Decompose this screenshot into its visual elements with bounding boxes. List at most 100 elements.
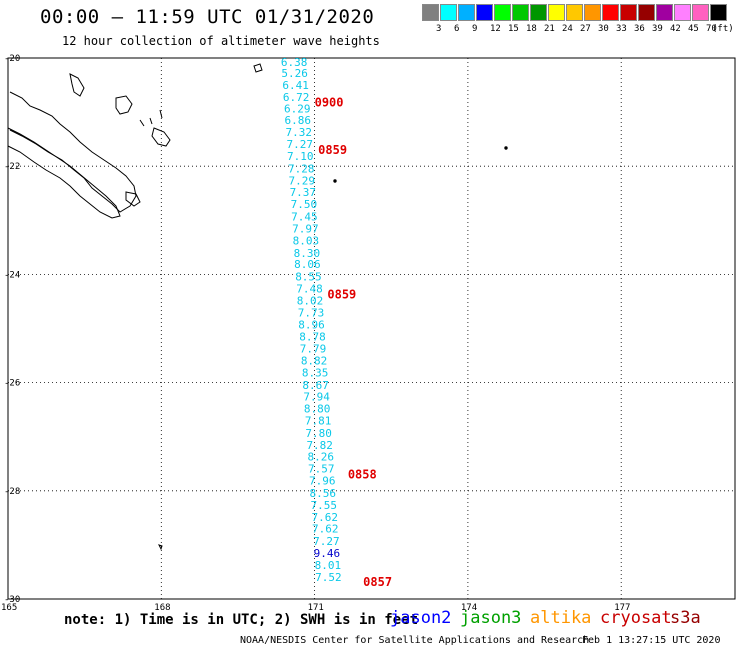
wave-height-value: 6.86 xyxy=(284,114,311,127)
wave-height-value: 6.38 xyxy=(281,56,308,69)
wave-height-value: 8.01 xyxy=(315,559,342,572)
wave-height-value: 7.79 xyxy=(300,343,327,356)
wave-height-value: 7.48 xyxy=(296,282,323,295)
lat-label: -26 xyxy=(4,379,20,389)
wave-height-value: 8.56 xyxy=(310,487,337,500)
color-swatch xyxy=(512,4,529,21)
wave-height-value: 7.57 xyxy=(308,463,335,476)
norfolk-islet xyxy=(158,544,163,551)
wave-height-value: 6.72 xyxy=(283,91,310,104)
wave-height-value: 8.02 xyxy=(297,294,324,307)
hunter-islet xyxy=(504,146,508,150)
wave-height-value: 7.52 xyxy=(315,571,342,584)
lat-label: -28 xyxy=(4,487,20,497)
lat-label: -20 xyxy=(4,54,20,64)
color-swatch xyxy=(476,4,493,21)
altimeter-track: 6.385.266.416.726.296.867.327.277.107.28… xyxy=(281,56,342,584)
wave-height-value: 7.10 xyxy=(287,150,314,163)
color-scale-label: 36 xyxy=(634,24,645,34)
wave-height-value: 7.37 xyxy=(290,186,317,199)
color-swatch xyxy=(494,4,511,21)
pass-time-label: 0859 xyxy=(327,287,356,301)
wave-height-value: 7.55 xyxy=(311,499,338,512)
color-scale-label: 6 xyxy=(454,24,460,34)
ouvea-island xyxy=(69,73,85,97)
map-frame xyxy=(7,57,736,600)
wave-height-value: 7.97 xyxy=(292,222,319,235)
lat-label: -24 xyxy=(4,270,20,280)
color-swatch xyxy=(674,4,691,21)
color-scale-label: 18 xyxy=(526,24,537,34)
wave-height-value: 7.62 xyxy=(312,511,339,524)
color-swatch xyxy=(620,4,637,21)
wave-height-value: 7.81 xyxy=(305,414,332,427)
color-scale-label: 27 xyxy=(580,24,591,34)
lat-label: -22 xyxy=(4,162,20,172)
wave-height-value: 7.82 xyxy=(306,439,333,452)
color-scale-label: 24 xyxy=(562,24,573,34)
lon-label: 165 xyxy=(1,603,17,613)
wave-height-value: 7.28 xyxy=(288,162,315,175)
matthew-islet xyxy=(333,179,337,183)
wave-height-value: 8.26 xyxy=(307,451,334,464)
color-swatch xyxy=(656,4,673,21)
wave-height-value: 7.50 xyxy=(291,198,318,211)
wave-height-value: 7.62 xyxy=(312,523,339,536)
color-scale-label: 3 xyxy=(436,24,442,34)
pass-time-label: 0858 xyxy=(348,468,377,482)
time-labels: 0900 0859 0859 0858 0857 xyxy=(315,95,392,589)
pass-time-label: 0859 xyxy=(318,143,347,157)
satellite-name: jason3 xyxy=(460,608,522,628)
wave-height-value: 8.06 xyxy=(294,258,321,271)
lon-label: 177 xyxy=(614,603,630,613)
pass-time-label: 0857 xyxy=(363,575,392,589)
new-caledonia-reef xyxy=(7,127,121,219)
satellite-name: s3a xyxy=(670,608,701,628)
wave-height-value: 8.82 xyxy=(301,354,328,367)
wave-height-value: 8.30 xyxy=(294,247,321,260)
wave-height-value: 7.29 xyxy=(289,174,316,187)
color-swatch xyxy=(602,4,619,21)
lat-lon-grid xyxy=(7,57,736,600)
color-swatch xyxy=(692,4,709,21)
wave-height-value: 7.27 xyxy=(287,138,314,151)
color-swatch xyxy=(710,4,727,21)
wave-height-value: 8.55 xyxy=(295,271,322,284)
generated-timestamp: Feb 1 13:27:15 UTC 2020 xyxy=(582,635,721,646)
color-swatch xyxy=(530,4,547,21)
wave-height-value: 8.96 xyxy=(298,319,325,332)
wave-height-value: 7.32 xyxy=(285,126,312,139)
color-scale-label: 70 xyxy=(706,24,717,34)
wave-height-value: 7.45 xyxy=(291,211,318,224)
wave-height-value: 6.29 xyxy=(284,102,311,115)
satellite-name: cryosat xyxy=(600,608,672,628)
color-swatch xyxy=(566,4,583,21)
color-scale-label: 15 xyxy=(508,24,519,34)
color-swatch xyxy=(440,4,457,21)
color-swatch xyxy=(584,4,601,21)
wave-height-value: 7.27 xyxy=(313,535,340,548)
lon-label: 174 xyxy=(461,603,477,613)
wave-height-value: 8.80 xyxy=(304,403,331,416)
pass-time-label: 0900 xyxy=(315,95,344,109)
color-scale-label: 33 xyxy=(616,24,627,34)
color-swatch xyxy=(638,4,655,21)
loyalty-islands xyxy=(115,95,133,115)
wave-height-value: 9.46 xyxy=(314,547,341,560)
color-scale-label: 9 xyxy=(472,24,478,34)
map-subtitle: 12 hour collection of altimeter wave hei… xyxy=(62,34,380,48)
wave-height-value: 5.26 xyxy=(281,67,308,80)
satellite-name: jason2 xyxy=(390,608,452,628)
wave-height-value: 8.78 xyxy=(299,331,326,344)
lon-label: 168 xyxy=(154,603,170,613)
color-scale-label: 30 xyxy=(598,24,609,34)
wave-height-value: 8.03 xyxy=(293,234,320,247)
satellite-name: altika xyxy=(530,608,592,628)
map-title: 00:00 – 11:59 UTC 01/31/2020 xyxy=(40,6,375,28)
color-scale-unit: (ft) xyxy=(712,24,734,34)
wave-height-value: 7.80 xyxy=(305,427,332,440)
wave-height-value: 8.67 xyxy=(302,379,329,392)
credit-line: NOAA/NESDIS Center for Satellite Applica… xyxy=(240,635,590,646)
